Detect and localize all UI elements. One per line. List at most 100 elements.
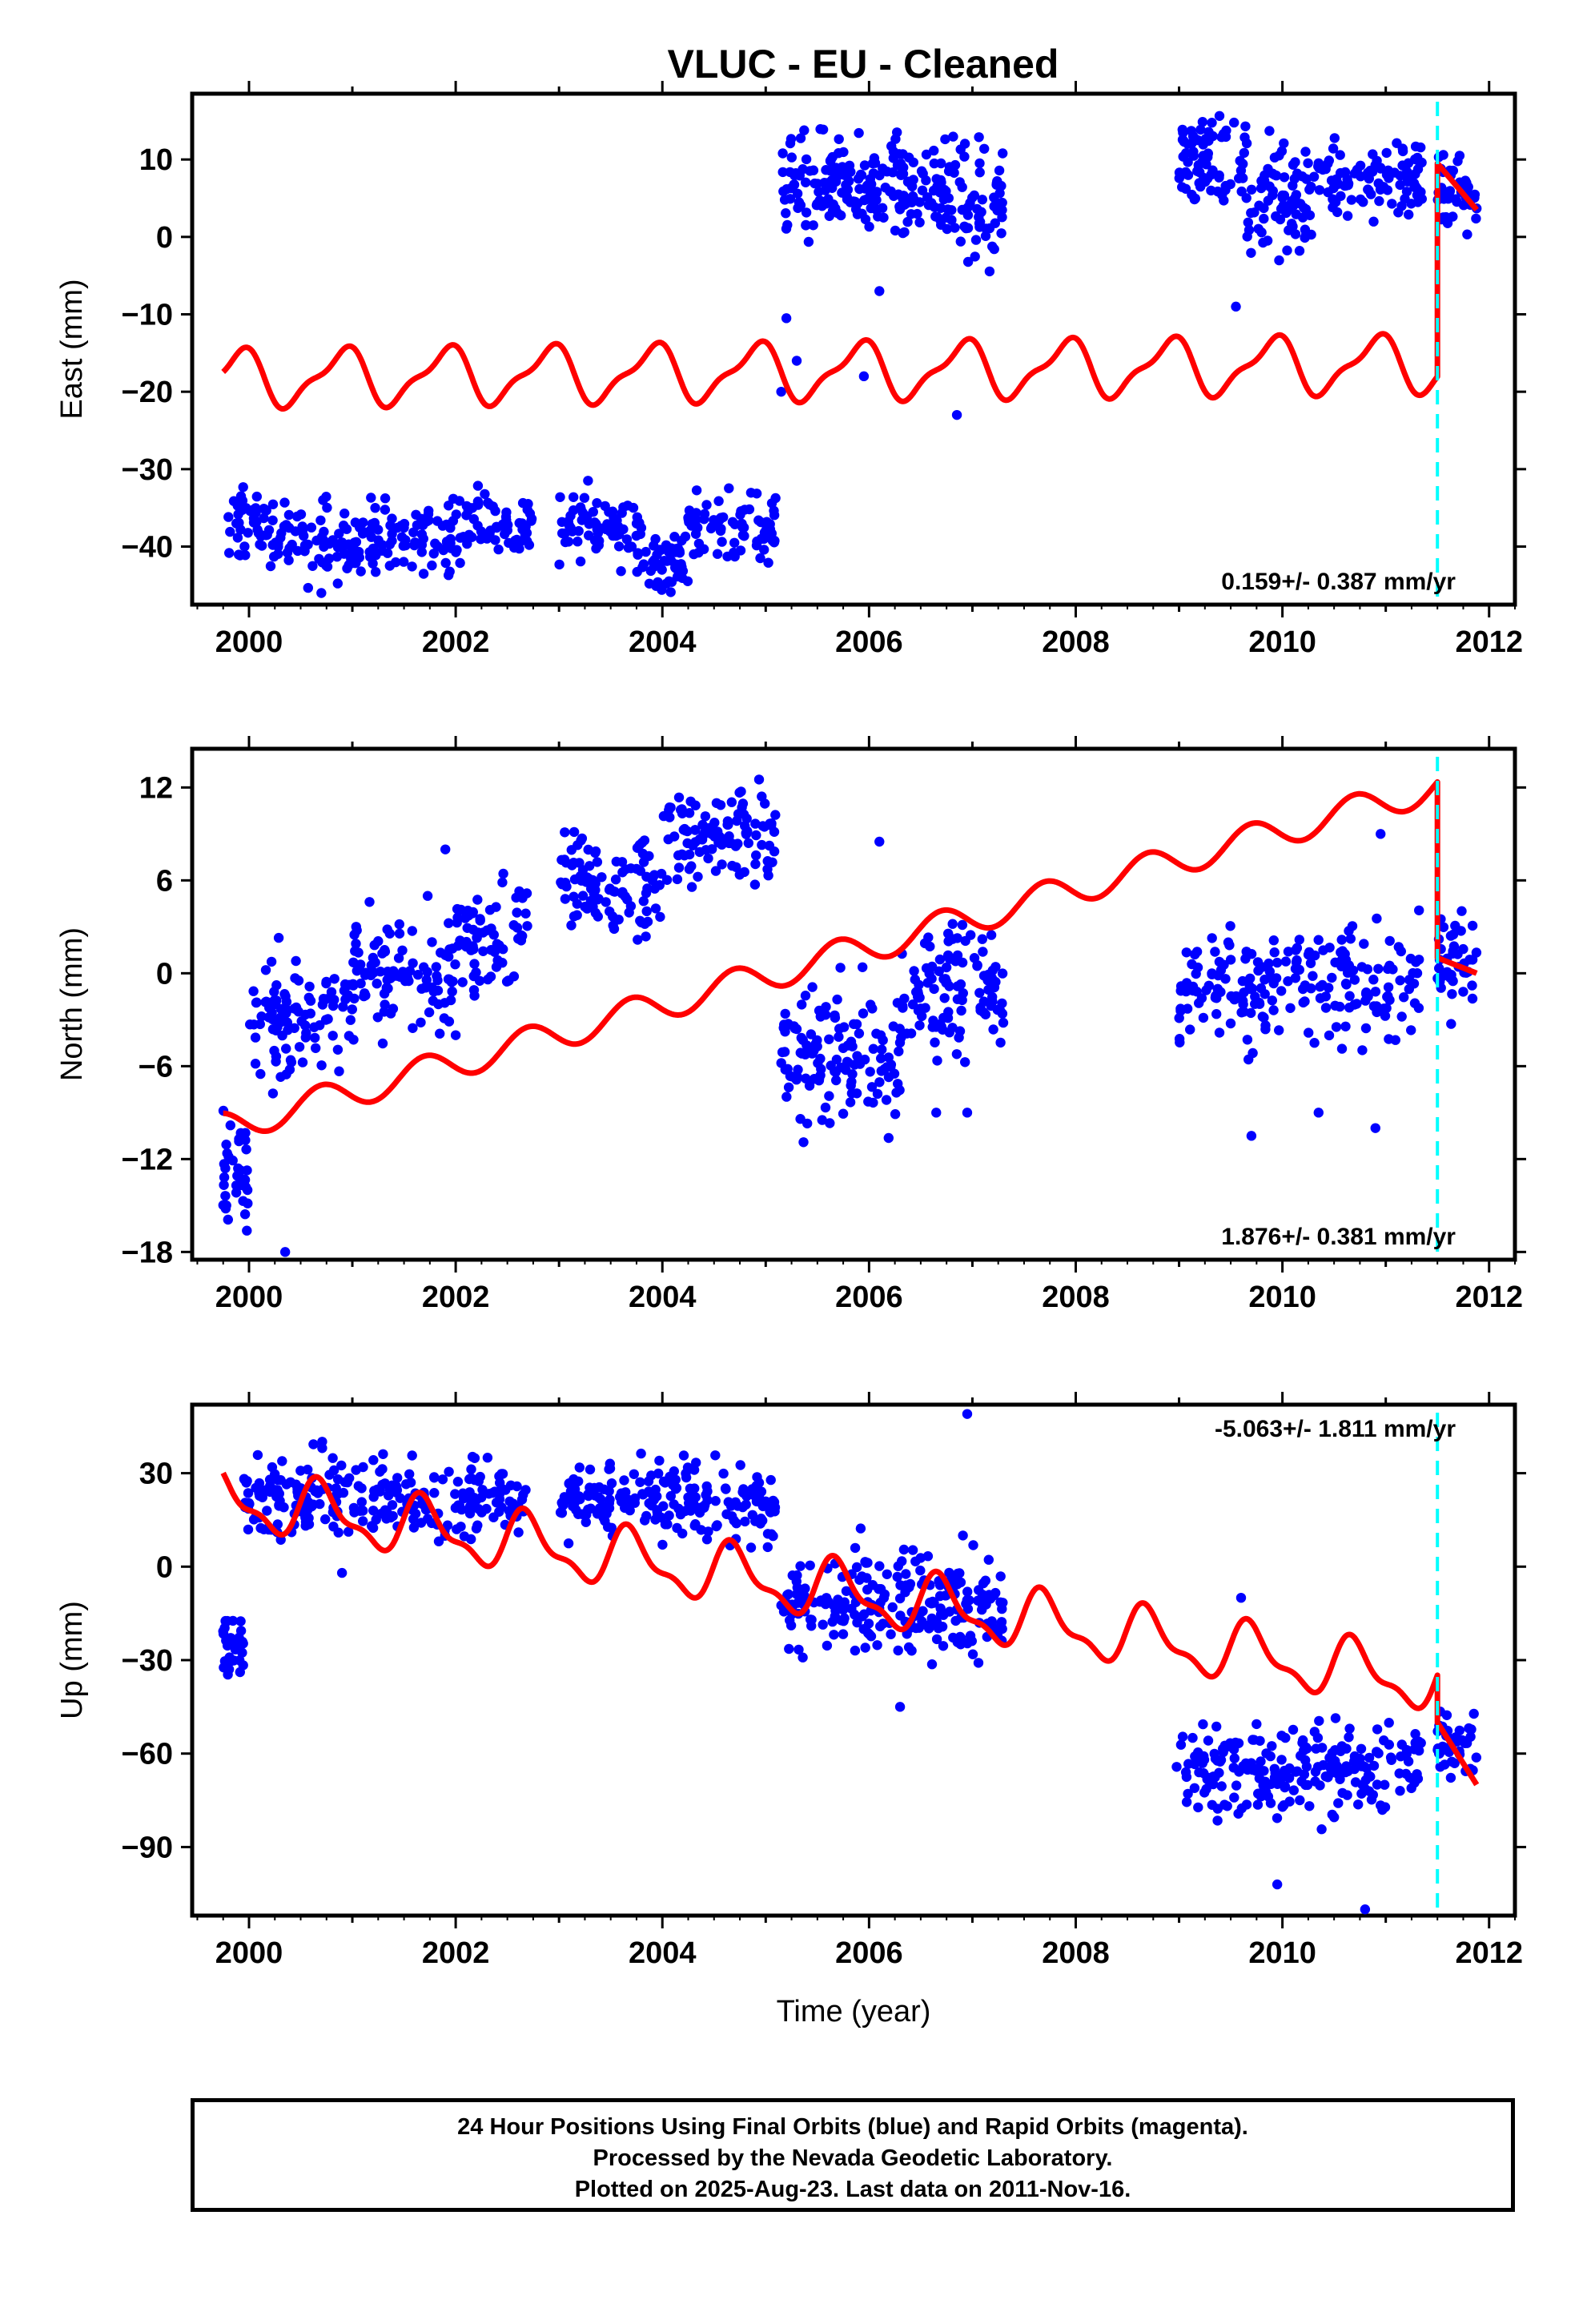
up-point	[574, 1462, 585, 1473]
east-point	[472, 497, 484, 507]
east-point	[1389, 167, 1400, 178]
north-point	[1344, 991, 1355, 1001]
north-point	[377, 1038, 388, 1049]
north-point	[709, 828, 720, 838]
north-point	[987, 996, 998, 1007]
up-point	[239, 1474, 250, 1485]
north-point	[1399, 992, 1409, 1003]
up-point	[1280, 1732, 1291, 1743]
east-point	[769, 537, 780, 548]
north-point	[461, 936, 472, 947]
east-point	[701, 500, 712, 510]
up-point	[259, 1524, 269, 1535]
east-point	[633, 549, 643, 560]
north-point	[301, 1027, 311, 1039]
north-xtick-label: 2012	[1455, 1281, 1523, 1314]
north-point	[316, 1060, 327, 1071]
up-point	[1445, 1772, 1456, 1783]
up-point	[745, 1542, 757, 1553]
up-point	[243, 1488, 254, 1498]
east-point	[563, 537, 574, 547]
north-point	[1458, 943, 1468, 955]
east-point	[761, 517, 772, 527]
up-point	[1380, 1779, 1390, 1790]
north-point	[311, 1043, 321, 1054]
east-point	[267, 499, 279, 509]
east-point	[1181, 148, 1191, 159]
east-point	[1287, 219, 1297, 229]
east-point	[1397, 146, 1408, 157]
east-point	[1219, 195, 1229, 206]
north-point	[590, 846, 601, 857]
east-point	[864, 221, 874, 232]
up-point	[1175, 1739, 1187, 1750]
north-point	[248, 986, 259, 996]
north-point	[241, 1144, 251, 1155]
north-point	[604, 884, 615, 895]
north-plot-area	[218, 757, 1482, 1257]
east-point	[698, 544, 709, 554]
east-point	[452, 545, 462, 555]
up-point	[328, 1465, 339, 1476]
east-point	[962, 223, 974, 233]
north-point	[1396, 1011, 1407, 1022]
up-point	[1350, 1777, 1361, 1787]
up-point	[952, 1637, 963, 1647]
north-point	[512, 907, 522, 918]
up-point	[1288, 1785, 1300, 1795]
up-point	[581, 1517, 591, 1527]
up-point	[747, 1510, 757, 1521]
north-point	[876, 1053, 886, 1063]
up-point	[311, 1485, 322, 1496]
up-point	[336, 1460, 347, 1471]
up-point	[358, 1516, 368, 1526]
north-point	[366, 970, 376, 981]
up-point	[907, 1545, 918, 1555]
north-ytick-label: −12	[122, 1143, 173, 1176]
north-point	[617, 867, 628, 878]
north-point	[751, 830, 761, 841]
up-point	[851, 1562, 862, 1573]
north-point	[707, 844, 717, 854]
up-point	[404, 1469, 415, 1480]
east-point	[656, 545, 666, 555]
east-point	[676, 559, 686, 569]
up-point	[958, 1530, 968, 1541]
east-point	[1194, 178, 1204, 188]
north-point	[364, 897, 375, 907]
east-point	[1231, 301, 1241, 312]
up-point	[1236, 1803, 1247, 1814]
north-point	[868, 1097, 878, 1108]
north-point	[741, 829, 752, 840]
up-plot-area	[218, 1409, 1482, 1915]
east-point	[354, 546, 364, 557]
up-point	[1409, 1744, 1420, 1755]
north-point	[1201, 985, 1211, 995]
up-point	[785, 1620, 797, 1630]
north-point	[1368, 975, 1379, 985]
north-point	[934, 966, 945, 977]
north-point	[915, 1003, 926, 1014]
east-point	[1381, 147, 1392, 159]
north-point	[807, 1048, 818, 1059]
up-point	[635, 1477, 645, 1488]
east-point	[467, 532, 477, 542]
east-point	[906, 194, 917, 204]
east-point	[803, 236, 814, 247]
north-point	[633, 935, 643, 945]
east-point	[1336, 191, 1346, 201]
east-point	[1259, 213, 1269, 224]
east-ytick-label: −20	[122, 376, 173, 409]
north-point	[751, 850, 761, 861]
east-point	[778, 186, 789, 197]
east-point	[792, 188, 803, 199]
up-point	[893, 1561, 904, 1571]
north-point	[1456, 906, 1467, 916]
east-point	[526, 516, 536, 526]
east-point	[444, 534, 456, 545]
east-point	[1183, 170, 1193, 180]
north-point	[360, 990, 371, 1001]
east-point	[411, 509, 421, 520]
up-point	[914, 1622, 925, 1633]
north-point	[597, 872, 607, 883]
